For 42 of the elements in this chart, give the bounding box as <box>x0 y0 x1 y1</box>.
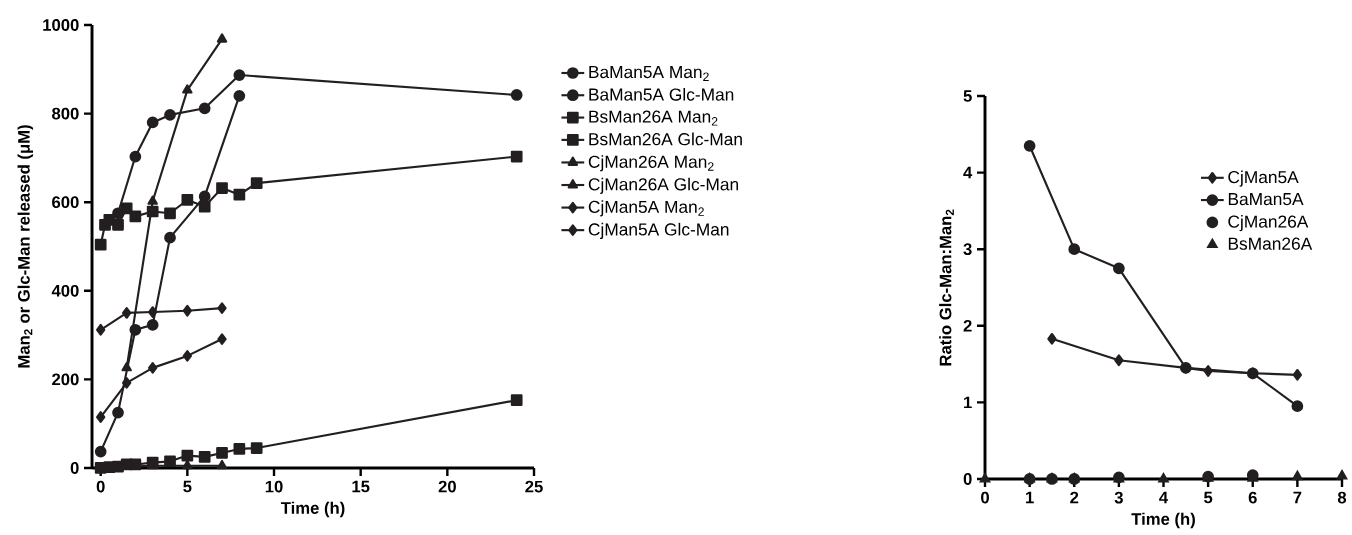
x-tick-label: 2 <box>1070 491 1079 504</box>
x-tick-label: 4 <box>1159 491 1169 504</box>
x-tick-label: 5 <box>183 480 192 493</box>
y-tick-label: 1000 <box>43 19 79 31</box>
y-tick-label: 400 <box>51 284 79 297</box>
y-tick-label: 3 <box>963 243 972 256</box>
x-tick-label: 5 <box>1204 491 1213 504</box>
legend-label: BaMan5A <box>1228 193 1304 206</box>
legend-label: CjMan5A <box>1228 170 1299 187</box>
y-tick-label: 4 <box>963 166 973 179</box>
legend-label: CjMan26A <box>1228 215 1309 232</box>
legend-label: BsMan26A Man$_{2}$ <box>589 110 718 126</box>
x-axis-title: Time (h) <box>280 501 345 518</box>
x-tick-label: 6 <box>1248 491 1257 504</box>
x-tick-label: 1 <box>1026 491 1034 504</box>
legend-label: CjMan5A Man$_{2}$ <box>588 200 704 217</box>
x-tick-label: 10 <box>265 480 283 493</box>
y-tick-label: 5 <box>963 90 972 102</box>
y-tick-label: 800 <box>52 107 79 120</box>
y-tick-label: 200 <box>52 373 79 386</box>
legend-label: CjMan5A Glc-Man <box>588 222 729 240</box>
x-tick-label: 15 <box>352 480 370 493</box>
y-axis-title: Man$_{2}$ or Glc-Man released (μM) <box>17 125 34 368</box>
legend-label: BaMan5A Glc-Man <box>589 87 734 101</box>
x-tick-label: 20 <box>438 480 456 493</box>
legend-label: BaMan5A Man$_{2}$ <box>589 66 709 81</box>
y-tick-label: 0 <box>70 462 79 474</box>
y-axis-title: Ratio Glc-Man:Man$_{2}$ <box>939 209 954 366</box>
x-tick-label: 25 <box>525 480 543 493</box>
legend-label: CjMan26A Glc-Man <box>588 177 739 194</box>
x-tick-label: 8 <box>1337 491 1347 504</box>
y-tick-label: 1 <box>964 396 972 409</box>
legend-label: BsMan26A <box>1228 237 1313 250</box>
x-tick-label: 0 <box>96 480 105 493</box>
x-tick-label: 7 <box>1293 491 1302 504</box>
y-tick-label: 2 <box>963 319 972 332</box>
legend-label: BsMan26A Glc-Man <box>589 132 742 146</box>
legend-label: CjMan26A Man$_{2}$ <box>588 155 714 172</box>
x-axis-title: Time (h) <box>1131 512 1195 529</box>
y-tick-label: 600 <box>52 196 79 209</box>
x-tick-label: 3 <box>1114 491 1123 504</box>
x-tick-label: 0 <box>981 491 989 504</box>
